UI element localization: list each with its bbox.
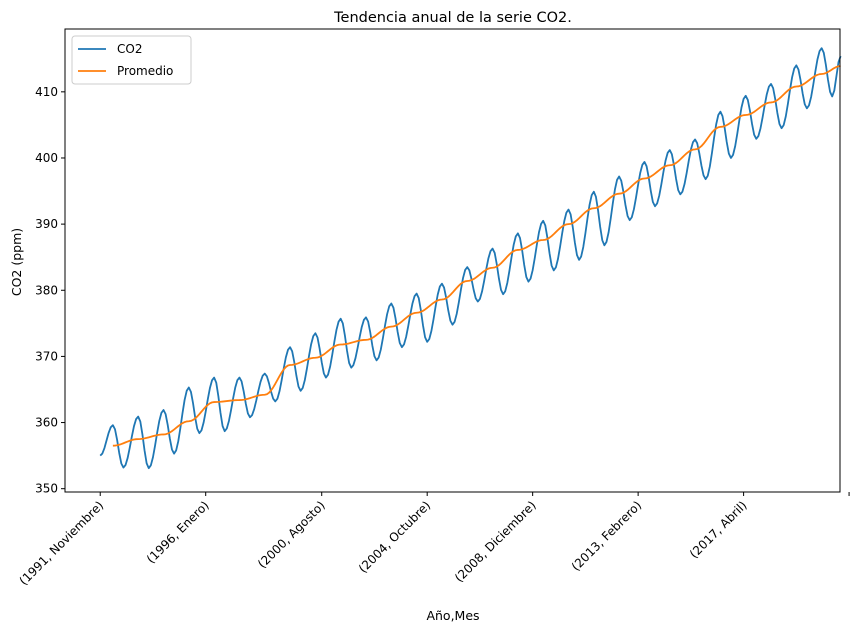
y-axis: 350 360 370 380 390 400 410: [35, 85, 65, 496]
axes-frame: [64, 28, 841, 493]
y-tick-label: 360: [35, 416, 58, 430]
legend-label-promedio: Promedio: [117, 64, 173, 78]
y-tick-label: 370: [35, 349, 58, 363]
y-tick-label: 380: [35, 283, 58, 297]
legend-label-co2: CO2: [117, 42, 142, 56]
legend-box: [71, 35, 192, 85]
y-tick-label: 400: [35, 151, 58, 165]
y-tick-label: 410: [35, 85, 58, 99]
plot-area: [99, 47, 842, 470]
chart-title: Tendencia anual de la serie CO2.: [333, 10, 572, 26]
y-axis-label: CO2 (ppm): [9, 228, 24, 296]
legend: CO2 Promedio: [71, 35, 192, 85]
y-tick-label: 390: [35, 217, 58, 231]
series-line-promedio: [112, 65, 841, 447]
x-axis-label: Año,Mes: [426, 608, 479, 623]
y-tick-label: 350: [35, 482, 58, 496]
series-line-co2: [99, 47, 842, 470]
